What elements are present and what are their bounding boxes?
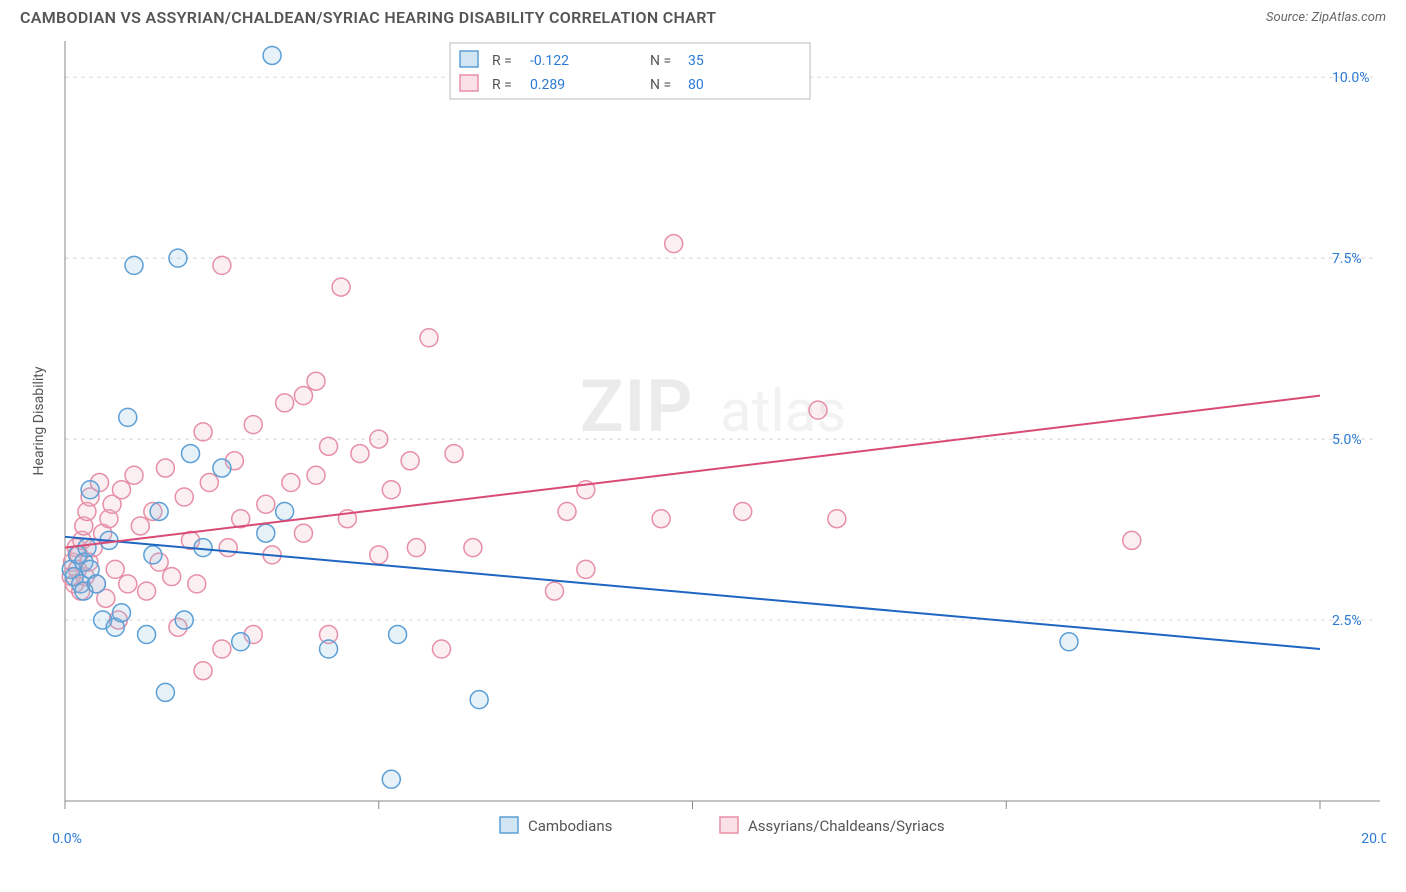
data-point	[156, 683, 174, 701]
y-tick-label: 2.5%	[1332, 613, 1362, 629]
data-point	[257, 495, 275, 513]
data-point	[1123, 531, 1141, 549]
data-point	[433, 640, 451, 658]
y-tick-label: 7.5%	[1332, 251, 1362, 267]
data-point	[106, 560, 124, 578]
chart-title: CAMBODIAN VS ASSYRIAN/CHALDEAN/SYRIAC HE…	[20, 8, 716, 27]
data-point	[175, 611, 193, 629]
data-point	[370, 546, 388, 564]
source-value: ZipAtlas.com	[1311, 10, 1386, 25]
data-point	[263, 46, 281, 64]
data-point	[112, 604, 130, 622]
data-point	[276, 394, 294, 412]
data-point	[276, 502, 294, 520]
data-point	[219, 539, 237, 557]
legend-series-name: Assyrians/Chaldeans/Syriacs	[748, 817, 945, 835]
data-point	[652, 510, 670, 528]
data-point	[119, 575, 137, 593]
y-tick-label: 10.0%	[1332, 70, 1370, 86]
data-point	[577, 560, 595, 578]
data-point	[320, 437, 338, 455]
data-point	[213, 256, 231, 274]
legend-series-name: Cambodians	[528, 817, 612, 835]
data-point	[407, 539, 425, 557]
chart-source: Source: ZipAtlas.com	[1266, 10, 1386, 25]
legend-swatch	[500, 817, 518, 833]
data-point	[119, 408, 137, 426]
x-tick-label: 20.0%	[1361, 831, 1386, 847]
data-point	[87, 575, 105, 593]
data-point	[257, 524, 275, 542]
data-point	[307, 372, 325, 390]
data-point	[809, 401, 827, 419]
legend-r-value: 0.289	[530, 77, 565, 93]
scatter-chart: ZIPatlas2.5%5.0%7.5%10.0%0.0%20.0%Hearin…	[20, 31, 1386, 851]
data-point	[169, 249, 187, 267]
data-point	[213, 640, 231, 658]
legend-n-value: 80	[688, 77, 704, 93]
legend-swatch	[460, 51, 478, 67]
legend-n-label: N =	[650, 77, 671, 93]
data-point	[131, 517, 149, 535]
legend-r-label: R =	[492, 53, 512, 69]
chart-header: CAMBODIAN VS ASSYRIAN/CHALDEAN/SYRIAC HE…	[0, 0, 1406, 31]
data-point	[200, 474, 218, 492]
watermark-zip: ZIP	[580, 364, 693, 449]
data-point	[112, 481, 130, 499]
data-point	[78, 539, 96, 557]
data-point	[370, 430, 388, 448]
data-point	[188, 575, 206, 593]
data-point	[282, 474, 300, 492]
data-point	[828, 510, 846, 528]
data-point	[734, 502, 752, 520]
data-point	[194, 662, 212, 680]
data-point	[420, 329, 438, 347]
data-point	[294, 387, 312, 405]
data-point	[665, 235, 683, 253]
data-point	[125, 256, 143, 274]
data-point	[125, 466, 143, 484]
data-point	[144, 546, 162, 564]
data-point	[163, 568, 181, 586]
data-point	[138, 582, 156, 600]
data-point	[332, 278, 350, 296]
data-point	[156, 459, 174, 477]
data-point	[470, 691, 488, 709]
data-point	[558, 502, 576, 520]
data-point	[175, 488, 193, 506]
data-point	[213, 459, 231, 477]
data-point	[401, 452, 419, 470]
data-point	[545, 582, 563, 600]
data-point	[382, 770, 400, 788]
data-point	[232, 633, 250, 651]
legend-r-label: R =	[492, 77, 512, 93]
data-point	[464, 539, 482, 557]
data-point	[81, 481, 99, 499]
source-label: Source:	[1266, 10, 1311, 25]
data-point	[150, 502, 168, 520]
data-point	[1060, 633, 1078, 651]
legend-n-label: N =	[650, 53, 671, 69]
data-point	[445, 445, 463, 463]
data-point	[320, 640, 338, 658]
data-point	[351, 445, 369, 463]
legend-r-value: -0.122	[530, 53, 569, 69]
y-axis-label: Hearing Disability	[31, 366, 47, 475]
legend-swatch	[460, 75, 478, 91]
data-point	[307, 466, 325, 484]
data-point	[389, 626, 407, 644]
data-point	[244, 416, 262, 434]
data-point	[294, 524, 312, 542]
data-point	[182, 445, 200, 463]
chart-container: ZIPatlas2.5%5.0%7.5%10.0%0.0%20.0%Hearin…	[20, 31, 1386, 851]
data-point	[382, 481, 400, 499]
data-point	[138, 626, 156, 644]
legend-swatch	[720, 817, 738, 833]
y-tick-label: 5.0%	[1332, 432, 1362, 448]
x-tick-label: 0.0%	[52, 831, 82, 847]
data-point	[194, 423, 212, 441]
legend-n-value: 35	[688, 53, 704, 69]
